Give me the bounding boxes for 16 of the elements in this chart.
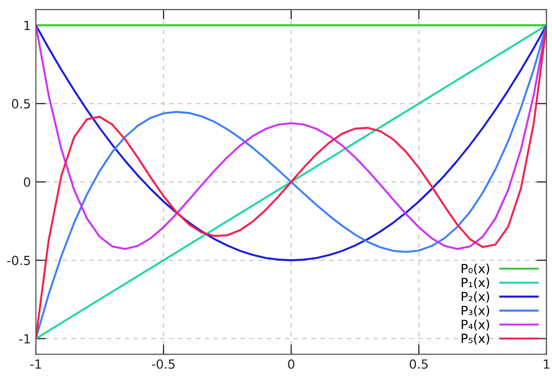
legend-label: P₂(x) (462, 292, 490, 303)
y-tick-label: 0.5 (12, 99, 30, 109)
legend-label: P₁(x) (462, 278, 490, 289)
x-tick-label: 1 (544, 360, 550, 369)
legend-label: P₃(x) (462, 305, 490, 317)
x-tick-label: -1 (30, 360, 41, 369)
y-tick-label: -1 (19, 334, 30, 344)
x-tick-label: 0 (288, 359, 294, 369)
x-tick-label: -0.5 (152, 359, 175, 369)
legend-label: P₅(x) (462, 333, 490, 345)
y-tick-label: 0 (24, 177, 30, 187)
legend-label: P₀(x) (462, 264, 490, 275)
x-tick-label: 0.5 (410, 359, 428, 369)
y-tick-label: 1 (24, 20, 30, 30)
y-tick-label: -0.5 (7, 256, 30, 266)
legend-label: P₄(x) (462, 319, 490, 331)
